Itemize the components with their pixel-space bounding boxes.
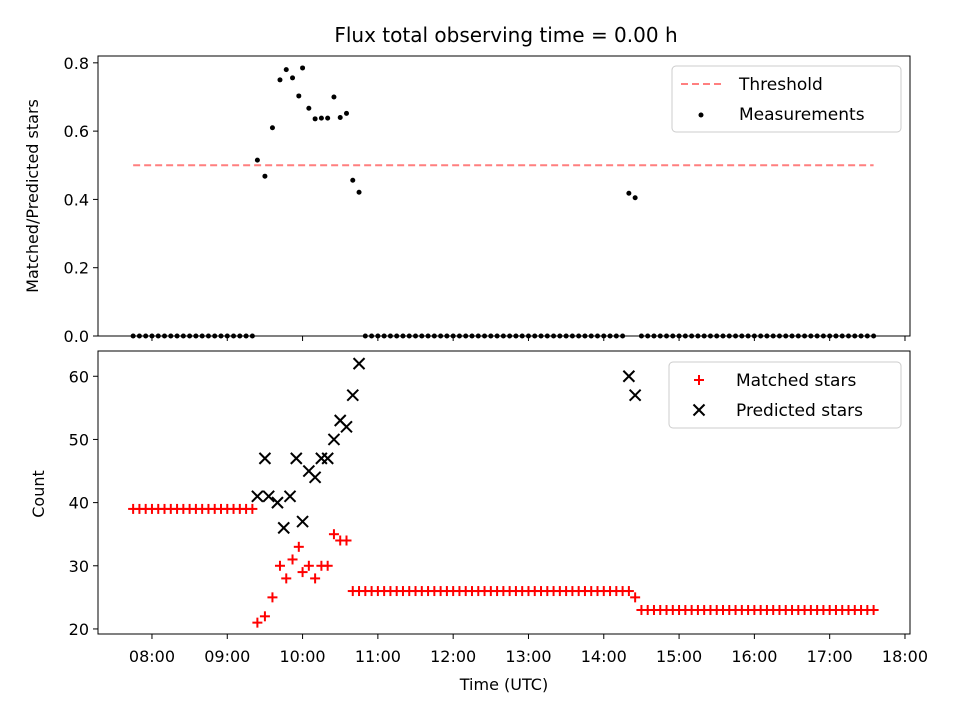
bottom-x-axis-label: Time (UTC): [459, 675, 548, 694]
matched-star-point: [267, 592, 278, 603]
legend-matched-swatch: [694, 375, 704, 385]
top-y-tick-label: 0.2: [64, 259, 89, 278]
top-y-tick-label: 0.4: [64, 190, 89, 209]
bottom-x-tick-label: 11:00: [355, 647, 401, 666]
bottom-y-axis: 20 30 40 50 60: [69, 367, 98, 639]
predicted-star-point: [290, 452, 303, 465]
measurement-point: [254, 157, 260, 163]
measurement-point: [277, 77, 283, 83]
top-chart-title: Flux total observing time = 0.00 h: [334, 23, 677, 47]
top-legend: Threshold Measurements: [671, 65, 902, 133]
matched-star-point: [281, 573, 292, 584]
predicted-star-point: [628, 389, 642, 402]
predicted-star-point: [327, 433, 341, 446]
bottom-plot-marks: [128, 357, 879, 628]
matched-star-point: [303, 560, 314, 571]
bottom-x-tick-label: 13:00: [505, 647, 551, 666]
top-y-axis-label: Matched/Predicted stars: [23, 99, 42, 293]
bottom-x-tick-label: 18:00: [882, 647, 928, 666]
bottom-y-tick-label: 50: [69, 430, 89, 449]
top-y-axis: 0.0 0.2 0.4 0.6 0.8: [64, 54, 98, 346]
matched-star-point: [252, 617, 263, 628]
measurement-point: [283, 67, 289, 73]
predicted-star-point: [352, 357, 366, 370]
top-panel: Flux total observing time = 0.00 h Match…: [23, 23, 911, 346]
predicted-star-point: [258, 452, 272, 465]
predicted-star-point: [340, 420, 353, 434]
measurement-point: [269, 125, 275, 131]
measurement-point: [290, 75, 296, 81]
bottom-y-tick-label: 30: [69, 557, 89, 576]
matched-star-point: [868, 604, 879, 615]
top-y-tick-label: 0.6: [64, 122, 89, 141]
measurement-point: [300, 65, 306, 71]
predicted-star-point: [346, 389, 359, 402]
predicted-star-point: [321, 452, 334, 465]
bottom-x-tick-label: 17:00: [807, 647, 853, 666]
measurement-point: [350, 177, 356, 183]
matched-star-point: [341, 535, 352, 546]
legend-measurements-label: Measurements: [739, 105, 865, 125]
predicted-star-point: [262, 490, 275, 503]
legend-matched-marker: [694, 375, 704, 385]
legend-threshold-label: Threshold: [738, 75, 823, 95]
predicted-star-point: [271, 496, 284, 509]
bottom-y-tick-label: 40: [69, 494, 89, 513]
bottom-x-tick-label: 14:00: [581, 647, 627, 666]
predicted-star-point: [296, 515, 309, 528]
measurement-point: [632, 195, 638, 201]
bottom-x-axis: 08:00 09:00 10:00 11:00 12:00 13:00 14:00 15:00…: [129, 634, 928, 666]
bottom-x-tick-label: 10:00: [280, 647, 326, 666]
matched-star-point: [247, 503, 258, 514]
predicted-star-point: [622, 370, 636, 383]
bottom-y-axis-label: Count: [29, 470, 48, 518]
measurement-point: [306, 105, 312, 111]
bottom-x-tick-label: 09:00: [204, 647, 250, 666]
measurement-point: [337, 114, 343, 120]
measurement-point: [331, 94, 337, 100]
matched-star-point: [259, 611, 270, 622]
measurement-point: [318, 115, 324, 121]
measurement-point: [262, 173, 268, 179]
bottom-legend-box: [668, 361, 902, 429]
bottom-x-tick-label: 08:00: [129, 647, 175, 666]
bottom-x-tick-label: 15:00: [656, 647, 702, 666]
bottom-x-tick-label: 16:00: [731, 647, 777, 666]
bottom-legend: Matched stars Predicted stars: [668, 361, 902, 429]
matched-star-point: [310, 573, 321, 584]
measurement-point: [343, 110, 349, 116]
measurement-point: [356, 189, 362, 195]
matched-star-point: [297, 567, 308, 578]
top-y-tick-label: 0.8: [64, 54, 89, 73]
legend-predicted-label: Predicted stars: [736, 401, 863, 421]
measurement-point: [325, 115, 331, 121]
matched-star-point: [630, 592, 641, 603]
matched-star-point: [287, 554, 298, 565]
bottom-panel: Count Time (UTC) 20 30 40 50 60 08:00 09:00 10…: [29, 350, 928, 694]
predicted-star-point: [251, 490, 264, 503]
bottom-x-tick-label: 12:00: [430, 647, 476, 666]
predicted-star-point: [277, 521, 290, 535]
top-y-tick-label: 0.0: [64, 327, 89, 346]
matched-star-point: [293, 541, 304, 552]
predicted-star-point: [308, 471, 322, 484]
top-legend-box: [671, 65, 902, 133]
measurement-point: [312, 116, 318, 122]
matched-star-point: [322, 560, 333, 571]
legend-measurements-swatch: [698, 112, 704, 118]
legend-matched-label: Matched stars: [736, 371, 856, 391]
measurement-point: [296, 93, 302, 99]
matched-star-point: [328, 529, 339, 540]
legend-predicted-swatch: [692, 403, 706, 417]
legend-predicted-marker: [692, 403, 706, 417]
predicted-star-point: [283, 490, 297, 503]
bottom-y-tick-label: 60: [69, 367, 89, 386]
bottom-plot-frame: [97, 350, 911, 635]
matched-star-point: [274, 560, 285, 571]
matched-star-point: [623, 586, 634, 597]
bottom-y-tick-label: 20: [69, 620, 89, 639]
top-plot-frame: [97, 55, 911, 337]
measurement-point: [626, 190, 632, 196]
